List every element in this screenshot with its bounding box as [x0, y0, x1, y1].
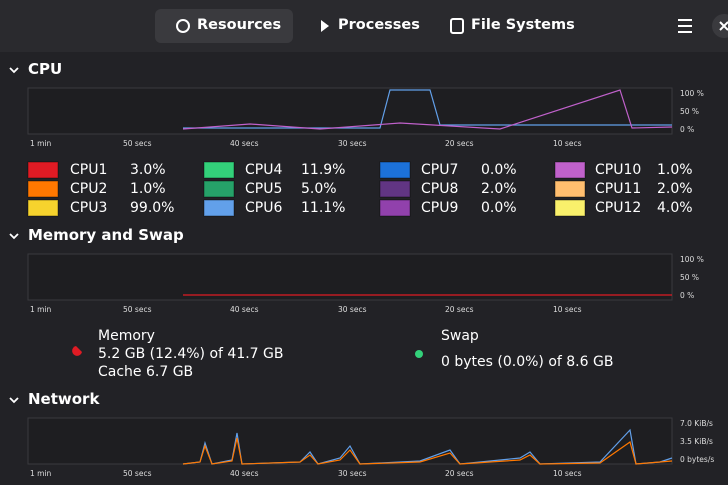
cpu-swatch — [379, 161, 411, 179]
time-label: 10 secs — [553, 139, 582, 148]
cpu-name: CPU4 — [245, 162, 283, 178]
cpu-name: CPU10 — [595, 162, 642, 178]
time-label: 1 min — [30, 305, 52, 314]
close-button[interactable] — [712, 14, 728, 38]
time-label: 20 secs — [445, 305, 474, 314]
memory-usage: 5.2 GB (12.4%) of 41.7 GB — [98, 346, 284, 362]
cpu-swatch — [379, 199, 411, 217]
menu-button[interactable] — [678, 19, 692, 33]
time-label: 40 secs — [230, 469, 259, 478]
cpu-value: 1.0% — [130, 181, 166, 197]
y-label: 100 % — [680, 89, 704, 98]
tab[interactable]: File Systems — [471, 17, 575, 33]
cpu-swatch — [554, 180, 586, 198]
cpu-value: 11.9% — [301, 162, 346, 178]
y-label: 50 % — [680, 107, 700, 116]
cpu-value: 5.0% — [301, 181, 337, 197]
time-label: 20 secs — [445, 139, 474, 148]
cpu-value: 3.0% — [130, 162, 166, 178]
time-label: 20 secs — [445, 469, 474, 478]
cpu-name: CPU2 — [70, 181, 108, 197]
y-label: 7.0 KiB/s — [680, 419, 713, 428]
close-icon — [719, 21, 728, 31]
cpu-value: 2.0% — [481, 181, 517, 197]
network-trace — [182, 437, 673, 465]
active-tab-bg — [155, 9, 293, 43]
cpu-name: CPU9 — [421, 200, 459, 216]
time-label: 40 secs — [230, 305, 259, 314]
graph-frame — [27, 417, 673, 465]
network-trace — [182, 428, 673, 465]
cpu-swatch — [203, 199, 235, 217]
cpu-swatch — [203, 161, 235, 179]
cpu-name: CPU11 — [595, 181, 642, 197]
cpu-swatch — [203, 180, 235, 198]
section-title: Network — [28, 390, 100, 408]
swap-usage: 0 bytes (0.0%) of 8.6 GB — [441, 354, 614, 370]
time-label: 40 secs — [230, 139, 259, 148]
time-label: 50 secs — [123, 305, 152, 314]
cpu-trace — [183, 89, 672, 129]
cpu-swatch — [379, 180, 411, 198]
cpu-value: 99.0% — [130, 200, 175, 216]
cpu-name: CPU8 — [421, 181, 459, 197]
cpu-name: CPU5 — [245, 181, 283, 197]
y-label: 50 % — [680, 273, 700, 282]
graph-frame — [27, 253, 673, 301]
cpu-value: 0.0% — [481, 200, 517, 216]
cpu-value: 4.0% — [657, 200, 693, 216]
tab[interactable]: Resources — [197, 17, 282, 33]
memory-icon — [72, 346, 82, 356]
resources-icon — [176, 19, 190, 33]
swap-label: Swap — [441, 328, 479, 344]
filesystems-icon — [450, 18, 464, 34]
section-title: Memory and Swap — [28, 226, 184, 244]
y-label: 0 % — [680, 291, 695, 300]
graph-frame — [27, 87, 673, 135]
memory-label: Memory — [98, 328, 155, 344]
cpu-swatch — [27, 199, 59, 217]
cpu-swatch — [554, 161, 586, 179]
cpu-trace — [182, 89, 673, 130]
time-label: 10 secs — [553, 469, 582, 478]
time-label: 1 min — [30, 469, 52, 478]
y-label: 3.5 KiB/s — [680, 437, 713, 446]
tab[interactable]: Processes — [338, 17, 420, 33]
cpu-swatch — [27, 180, 59, 198]
cpu-value: 1.0% — [657, 162, 693, 178]
y-label: 100 % — [680, 255, 704, 264]
cpu-name: CPU6 — [245, 200, 283, 216]
time-label: 10 secs — [553, 305, 582, 314]
cpu-name: CPU7 — [421, 162, 459, 178]
time-label: 1 min — [30, 139, 52, 148]
time-label: 50 secs — [123, 469, 152, 478]
cpu-name: CPU12 — [595, 200, 642, 216]
cpu-swatch — [554, 199, 586, 217]
header-bar — [0, 0, 728, 52]
y-label: 0 % — [680, 125, 695, 134]
time-label: 30 secs — [338, 305, 367, 314]
cpu-name: CPU1 — [70, 162, 108, 178]
cpu-value: 2.0% — [657, 181, 693, 197]
time-label: 30 secs — [338, 469, 367, 478]
y-label: 0 bytes/s — [680, 455, 715, 464]
swap-icon — [415, 350, 423, 358]
time-label: 30 secs — [338, 139, 367, 148]
cpu-swatch — [27, 161, 59, 179]
time-label: 50 secs — [123, 139, 152, 148]
cpu-value: 0.0% — [481, 162, 517, 178]
processes-icon — [321, 20, 329, 32]
cpu-name: CPU3 — [70, 200, 108, 216]
section-title: CPU — [28, 60, 63, 78]
chevrons[interactable] — [9, 67, 19, 404]
memory-cache: Cache 6.7 GB — [98, 364, 194, 380]
cpu-value: 11.1% — [301, 200, 346, 216]
